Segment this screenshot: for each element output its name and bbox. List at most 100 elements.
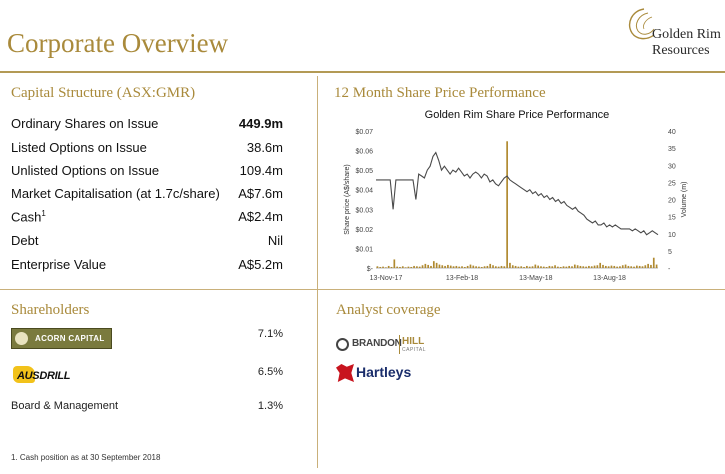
volume-bar bbox=[466, 265, 469, 268]
volume-bar bbox=[562, 266, 565, 268]
volume-bar bbox=[557, 266, 559, 268]
volume-bar bbox=[571, 266, 573, 268]
logo-separator bbox=[399, 335, 400, 354]
x-tick-label: 13-May-18 bbox=[519, 275, 553, 282]
volume-bar bbox=[480, 266, 483, 268]
volume-bar bbox=[585, 266, 587, 268]
share-price-chart-svg: Golden Rim Share Price Performance $- $0.0… bbox=[344, 109, 688, 282]
volume-bar bbox=[613, 265, 616, 268]
volume-bar bbox=[647, 263, 649, 268]
y2-tick-label: 5 bbox=[668, 249, 672, 256]
y2-tick-label: 10 bbox=[668, 232, 676, 239]
volume-bar bbox=[390, 266, 393, 268]
logo-swirl-icon bbox=[628, 8, 655, 40]
capital-row-label: Market Capitalisation (at 1.7c/share) bbox=[11, 186, 220, 201]
volume-bar bbox=[418, 266, 421, 268]
volume-bar bbox=[452, 266, 455, 268]
volume-bar bbox=[517, 266, 520, 268]
y-tick-label: $0.06 bbox=[355, 149, 373, 156]
shareholder-percentage: 6.5% bbox=[257, 366, 283, 378]
volume-bar bbox=[489, 263, 492, 268]
footnote: 1. Cash position as at 30 September 2018 bbox=[11, 453, 161, 462]
y2-tick-label: 25 bbox=[668, 180, 676, 187]
capital-row-value: 38.6m bbox=[246, 140, 283, 155]
volume-bar bbox=[531, 266, 534, 268]
volume-bar bbox=[503, 266, 506, 268]
volume-bar bbox=[636, 265, 638, 268]
volume-bar bbox=[438, 264, 441, 268]
y-tick-label: $0.03 bbox=[355, 207, 373, 214]
capital-row-listed-options: Listed Options on Issue 38.6m bbox=[11, 140, 283, 160]
brandon-hill-capital-logo: BRANDON HILL CAPITAL bbox=[336, 335, 436, 357]
shareholder-row-ausdrill: AUSDRILL 6.5% bbox=[11, 366, 283, 390]
volume-bar bbox=[607, 266, 610, 268]
volume-bar bbox=[537, 265, 539, 268]
page-title: Corporate Overview bbox=[7, 28, 229, 58]
y-tick-label: $0.07 bbox=[355, 129, 373, 136]
hartleys-logo: Hartleys bbox=[336, 364, 426, 386]
volume-bar bbox=[410, 266, 413, 268]
y2-tick-label: 40 bbox=[668, 129, 676, 136]
volume-bar bbox=[483, 266, 486, 268]
australia-map-icon bbox=[13, 366, 35, 383]
volume-bar bbox=[526, 265, 528, 268]
volume-bar bbox=[478, 266, 480, 268]
y-tick-label: $0.04 bbox=[355, 188, 373, 195]
capital-row-value: A$2.4m bbox=[238, 209, 283, 224]
volume-bar bbox=[382, 266, 384, 268]
volume-bar bbox=[616, 266, 618, 268]
volume-bar bbox=[559, 266, 562, 268]
y2-tick-label: 35 bbox=[668, 146, 676, 153]
volume-bar bbox=[652, 257, 655, 268]
y2-axis-label: Volume (m) bbox=[681, 182, 688, 218]
x-tick-label: 13-Nov-17 bbox=[370, 275, 403, 282]
volume-bar bbox=[568, 265, 571, 268]
shareholder-row-acorn: ACORN CAPITAL 7.1% bbox=[11, 328, 283, 352]
volume-bar bbox=[621, 265, 624, 268]
volume-bar bbox=[590, 266, 593, 268]
volume-bar bbox=[455, 265, 458, 268]
volume-bar bbox=[416, 266, 418, 268]
y-tick-label: $0.02 bbox=[355, 227, 373, 234]
capital-row-cash: Cash1 A$2.4m bbox=[11, 209, 283, 229]
capital-row-label: Unlisted Options on Issue bbox=[11, 163, 160, 178]
y2-tick-label: - bbox=[668, 266, 671, 273]
volume-bar bbox=[424, 263, 427, 268]
volume-bar bbox=[599, 262, 602, 268]
volume-bar bbox=[430, 265, 432, 268]
volume-bar bbox=[514, 265, 517, 268]
capital-row-label: Listed Options on Issue bbox=[11, 140, 147, 155]
volume-bar bbox=[542, 266, 545, 268]
volume-bar bbox=[528, 266, 531, 268]
capital-row-value: A$7.6m bbox=[238, 186, 283, 201]
volume-bar bbox=[449, 265, 452, 268]
volume-bar bbox=[379, 266, 382, 268]
y2-tick-label: 30 bbox=[668, 163, 676, 170]
capital-word: CAPITAL bbox=[402, 347, 426, 353]
volume-bar bbox=[650, 264, 652, 268]
volume-bar bbox=[520, 266, 523, 268]
volume-bar bbox=[588, 265, 590, 268]
volume-bar bbox=[565, 266, 568, 268]
volume-bar bbox=[534, 264, 537, 268]
cash-label-text: Cash bbox=[11, 209, 42, 225]
volume-bar bbox=[458, 266, 461, 268]
volume-bar bbox=[573, 264, 576, 268]
volume-bar bbox=[495, 266, 497, 268]
acorn-icon bbox=[15, 332, 28, 345]
hartleys-emblem-icon bbox=[336, 364, 354, 382]
capital-row-value: Nil bbox=[267, 233, 283, 248]
brandon-word: BRANDON bbox=[352, 338, 402, 349]
y2-tick-label: 15 bbox=[668, 215, 676, 222]
golden-rim-logo: Golden Rim Resources bbox=[624, 5, 721, 65]
capital-structure-heading: Capital Structure (ASX:GMR) bbox=[11, 85, 196, 101]
volume-bar bbox=[523, 266, 525, 268]
volume-bar bbox=[385, 267, 387, 268]
volume-bar bbox=[486, 265, 489, 268]
price-line bbox=[376, 151, 659, 236]
acorn-capital-logo: ACORN CAPITAL bbox=[11, 328, 112, 349]
volume-bar bbox=[655, 264, 658, 268]
volume-bar bbox=[638, 265, 641, 268]
volume-bar bbox=[579, 265, 582, 268]
volume-bar bbox=[624, 264, 627, 268]
